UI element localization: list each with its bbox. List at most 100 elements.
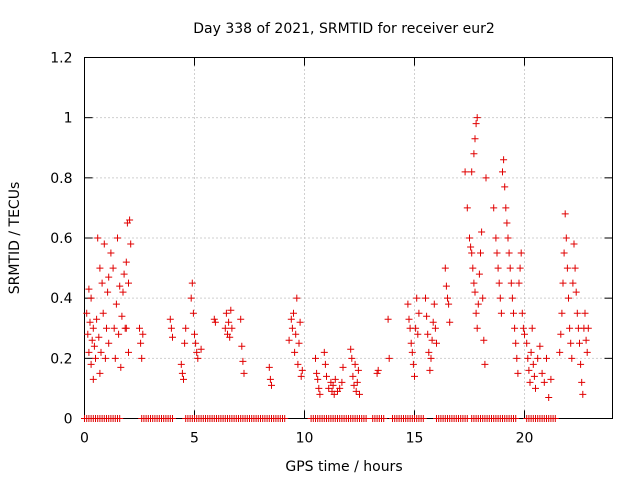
data-point <box>87 294 95 302</box>
data-point <box>85 285 93 293</box>
data-point <box>352 387 360 395</box>
data-point <box>423 312 431 320</box>
data-point <box>312 354 319 362</box>
data-point <box>177 360 185 368</box>
data-point <box>290 309 297 317</box>
axis-ticks: 0 0.2 0.4 0.6 0.8 1 1.2 0 5 10 15 20 <box>50 51 613 447</box>
data-point <box>468 249 476 257</box>
data-point <box>474 300 482 308</box>
data-point <box>430 300 438 308</box>
data-point <box>505 249 513 257</box>
data-point <box>441 264 449 272</box>
data-point <box>471 288 479 296</box>
data-point <box>496 294 504 302</box>
data-point <box>330 390 338 398</box>
data-point <box>558 309 566 317</box>
data-point <box>534 354 542 362</box>
data-point <box>110 324 118 332</box>
data-point <box>532 384 539 392</box>
x-axis-label: GPS time / hours <box>285 459 402 475</box>
data-point <box>413 294 421 302</box>
data-point <box>584 324 592 332</box>
data-point <box>429 318 437 326</box>
data-point <box>502 204 510 212</box>
data-point <box>137 339 145 347</box>
data-point <box>583 348 591 356</box>
data-point <box>525 366 533 374</box>
data-point <box>104 288 112 296</box>
data-point <box>384 315 392 323</box>
data-point <box>516 264 524 272</box>
data-point <box>482 174 490 182</box>
data-point <box>96 264 104 272</box>
data-point <box>87 360 95 368</box>
data-point <box>579 390 587 398</box>
data-point <box>329 381 337 389</box>
data-point <box>433 339 440 347</box>
data-point <box>127 240 135 248</box>
data-point <box>578 378 586 386</box>
data-point <box>291 348 299 356</box>
data-point <box>468 168 476 176</box>
data-point <box>298 366 306 374</box>
data-point-zero <box>551 415 559 422</box>
data-point <box>109 264 117 272</box>
data-point <box>523 339 531 347</box>
data-point <box>563 264 571 272</box>
data-point <box>494 264 502 272</box>
data-point <box>407 339 415 347</box>
data-points <box>81 114 592 422</box>
data-point <box>238 342 246 350</box>
data-point <box>228 324 236 332</box>
data-point <box>353 378 361 386</box>
data-point <box>169 333 176 341</box>
data-point <box>167 324 175 332</box>
data-point <box>536 342 544 350</box>
data-point <box>114 234 121 242</box>
data-point <box>565 294 572 302</box>
data-point <box>222 309 230 317</box>
data-point <box>527 348 535 356</box>
data-point <box>571 264 579 272</box>
data-point <box>428 336 436 344</box>
data-point <box>511 324 519 332</box>
data-point <box>188 279 196 287</box>
data-point-zero <box>169 415 176 422</box>
data-point <box>557 330 565 338</box>
data-point <box>119 288 127 296</box>
data-point <box>194 354 202 362</box>
data-point <box>424 330 432 338</box>
data-point <box>528 324 536 332</box>
data-point <box>227 306 235 314</box>
data-point <box>117 363 125 371</box>
y-axis-label: SRMTID / TECUs <box>7 182 23 295</box>
y-tick-label: 0.8 <box>50 171 72 187</box>
data-point <box>526 378 534 386</box>
data-point <box>572 288 580 296</box>
data-point <box>295 339 303 347</box>
data-point <box>98 279 106 287</box>
data-point <box>85 348 93 356</box>
data-point <box>122 258 130 266</box>
data-point <box>415 309 423 317</box>
data-point <box>336 384 344 392</box>
data-point <box>89 375 97 383</box>
data-point <box>473 324 481 332</box>
data-point <box>136 324 143 332</box>
data-point <box>472 120 480 128</box>
data-point <box>348 354 356 362</box>
data-point <box>125 348 132 356</box>
data-point <box>210 315 218 323</box>
data-point <box>576 339 583 347</box>
data-point <box>472 309 480 317</box>
data-point <box>268 381 275 389</box>
data-point <box>95 333 103 341</box>
data-point <box>519 324 527 332</box>
data-point <box>101 354 109 362</box>
data-point <box>566 324 574 332</box>
data-point <box>240 369 248 377</box>
data-point <box>296 318 304 326</box>
data-point <box>94 234 102 242</box>
data-point <box>86 318 94 326</box>
